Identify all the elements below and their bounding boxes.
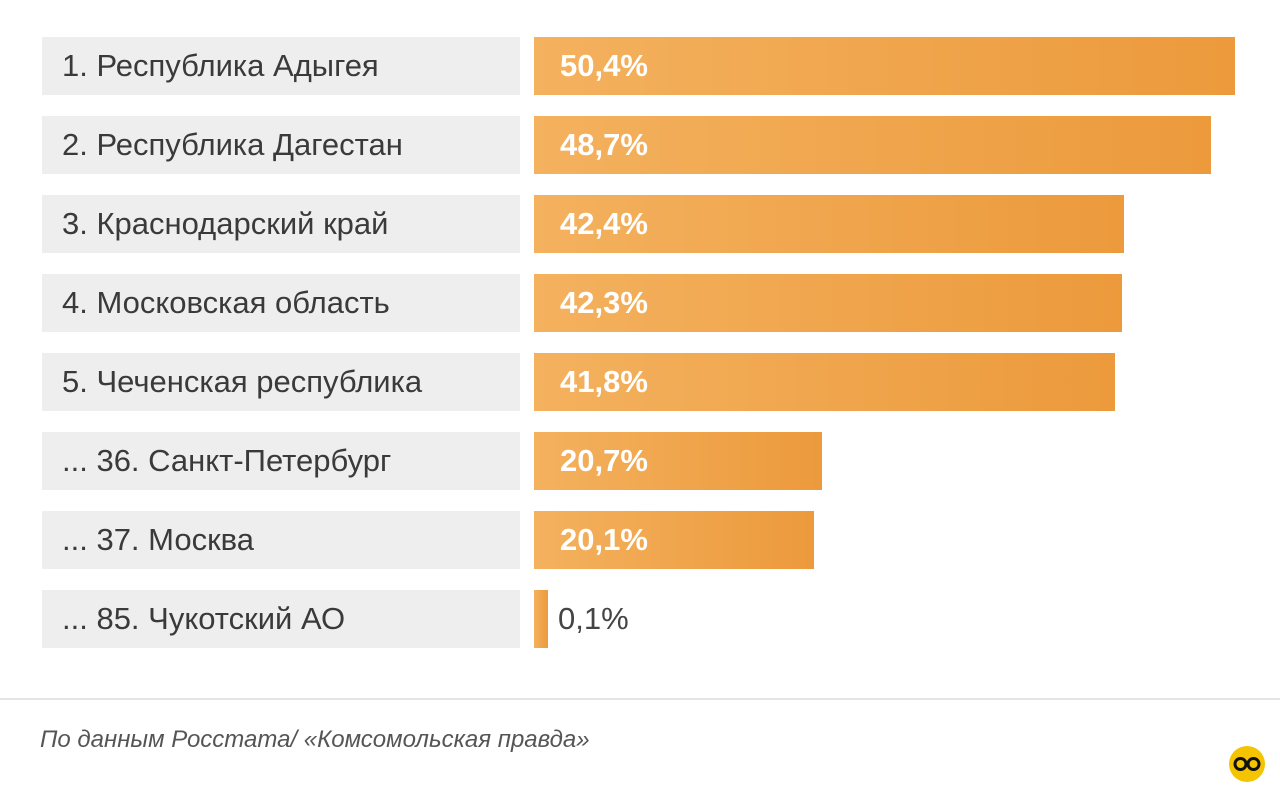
- chart-row: 2. Республика Дагестан 48,7%: [0, 116, 1280, 174]
- footer-divider: [0, 698, 1280, 700]
- data-label: 20,7%: [560, 443, 648, 478]
- category-label: 3. Краснодарский край: [62, 206, 389, 241]
- category-label: ... 36. Санкт-Петербург: [62, 443, 392, 478]
- bar: [534, 353, 1115, 411]
- chart-row: 5. Чеченская республика 41,8%: [0, 353, 1280, 411]
- data-label: 20,1%: [560, 522, 648, 557]
- bar: [534, 432, 822, 490]
- kp-logo-icon: [1229, 746, 1265, 782]
- chart-row: ... 37. Москва 20,1%: [0, 511, 1280, 569]
- bar: [534, 511, 814, 569]
- chart-row: ... 85. Чукотский АО 0,1%: [0, 590, 1280, 648]
- category-label-box: ... 36. Санкт-Петербург: [42, 432, 520, 490]
- bar: [534, 37, 1235, 95]
- category-label: 2. Республика Дагестан: [62, 127, 403, 162]
- data-label: 0,1%: [558, 601, 629, 636]
- bar: [534, 274, 1122, 332]
- chart-row: 1. Республика Адыгея 50,4%: [0, 37, 1280, 95]
- bar: [534, 195, 1124, 253]
- data-label: 50,4%: [560, 48, 648, 83]
- source-caption: По данным Росстата/ «Комсомольская правд…: [40, 726, 590, 753]
- category-label-box: 1. Республика Адыгея: [42, 37, 520, 95]
- category-label: 1. Республика Адыгея: [62, 48, 379, 83]
- category-label: ... 37. Москва: [62, 522, 254, 557]
- category-label: 5. Чеченская республика: [62, 364, 423, 399]
- category-label-box: ... 37. Москва: [42, 511, 520, 569]
- category-label-box: 2. Республика Дагестан: [42, 116, 520, 174]
- category-label: ... 85. Чукотский АО: [62, 601, 346, 636]
- bar: [534, 116, 1211, 174]
- chart-row: 4. Московская область 42,3%: [0, 274, 1280, 332]
- data-label: 42,3%: [560, 285, 648, 320]
- bar-chart: 1. Республика Адыгея 50,4% 2. Республика Д…: [0, 37, 1280, 648]
- category-label-box: 4. Московская область: [42, 274, 520, 332]
- data-label: 48,7%: [560, 127, 648, 162]
- category-label-box: 5. Чеченская республика: [42, 353, 520, 411]
- category-label-box: ... 85. Чукотский АО: [42, 590, 520, 648]
- category-label: 4. Московская область: [62, 285, 390, 320]
- data-label: 42,4%: [560, 206, 648, 241]
- data-label: 41,8%: [560, 364, 648, 399]
- chart-row: ... 36. Санкт-Петербург 20,7%: [0, 432, 1280, 490]
- category-label-box: 3. Краснодарский край: [42, 195, 520, 253]
- bar: [534, 590, 548, 648]
- chart-row: 3. Краснодарский край 42,4%: [0, 195, 1280, 253]
